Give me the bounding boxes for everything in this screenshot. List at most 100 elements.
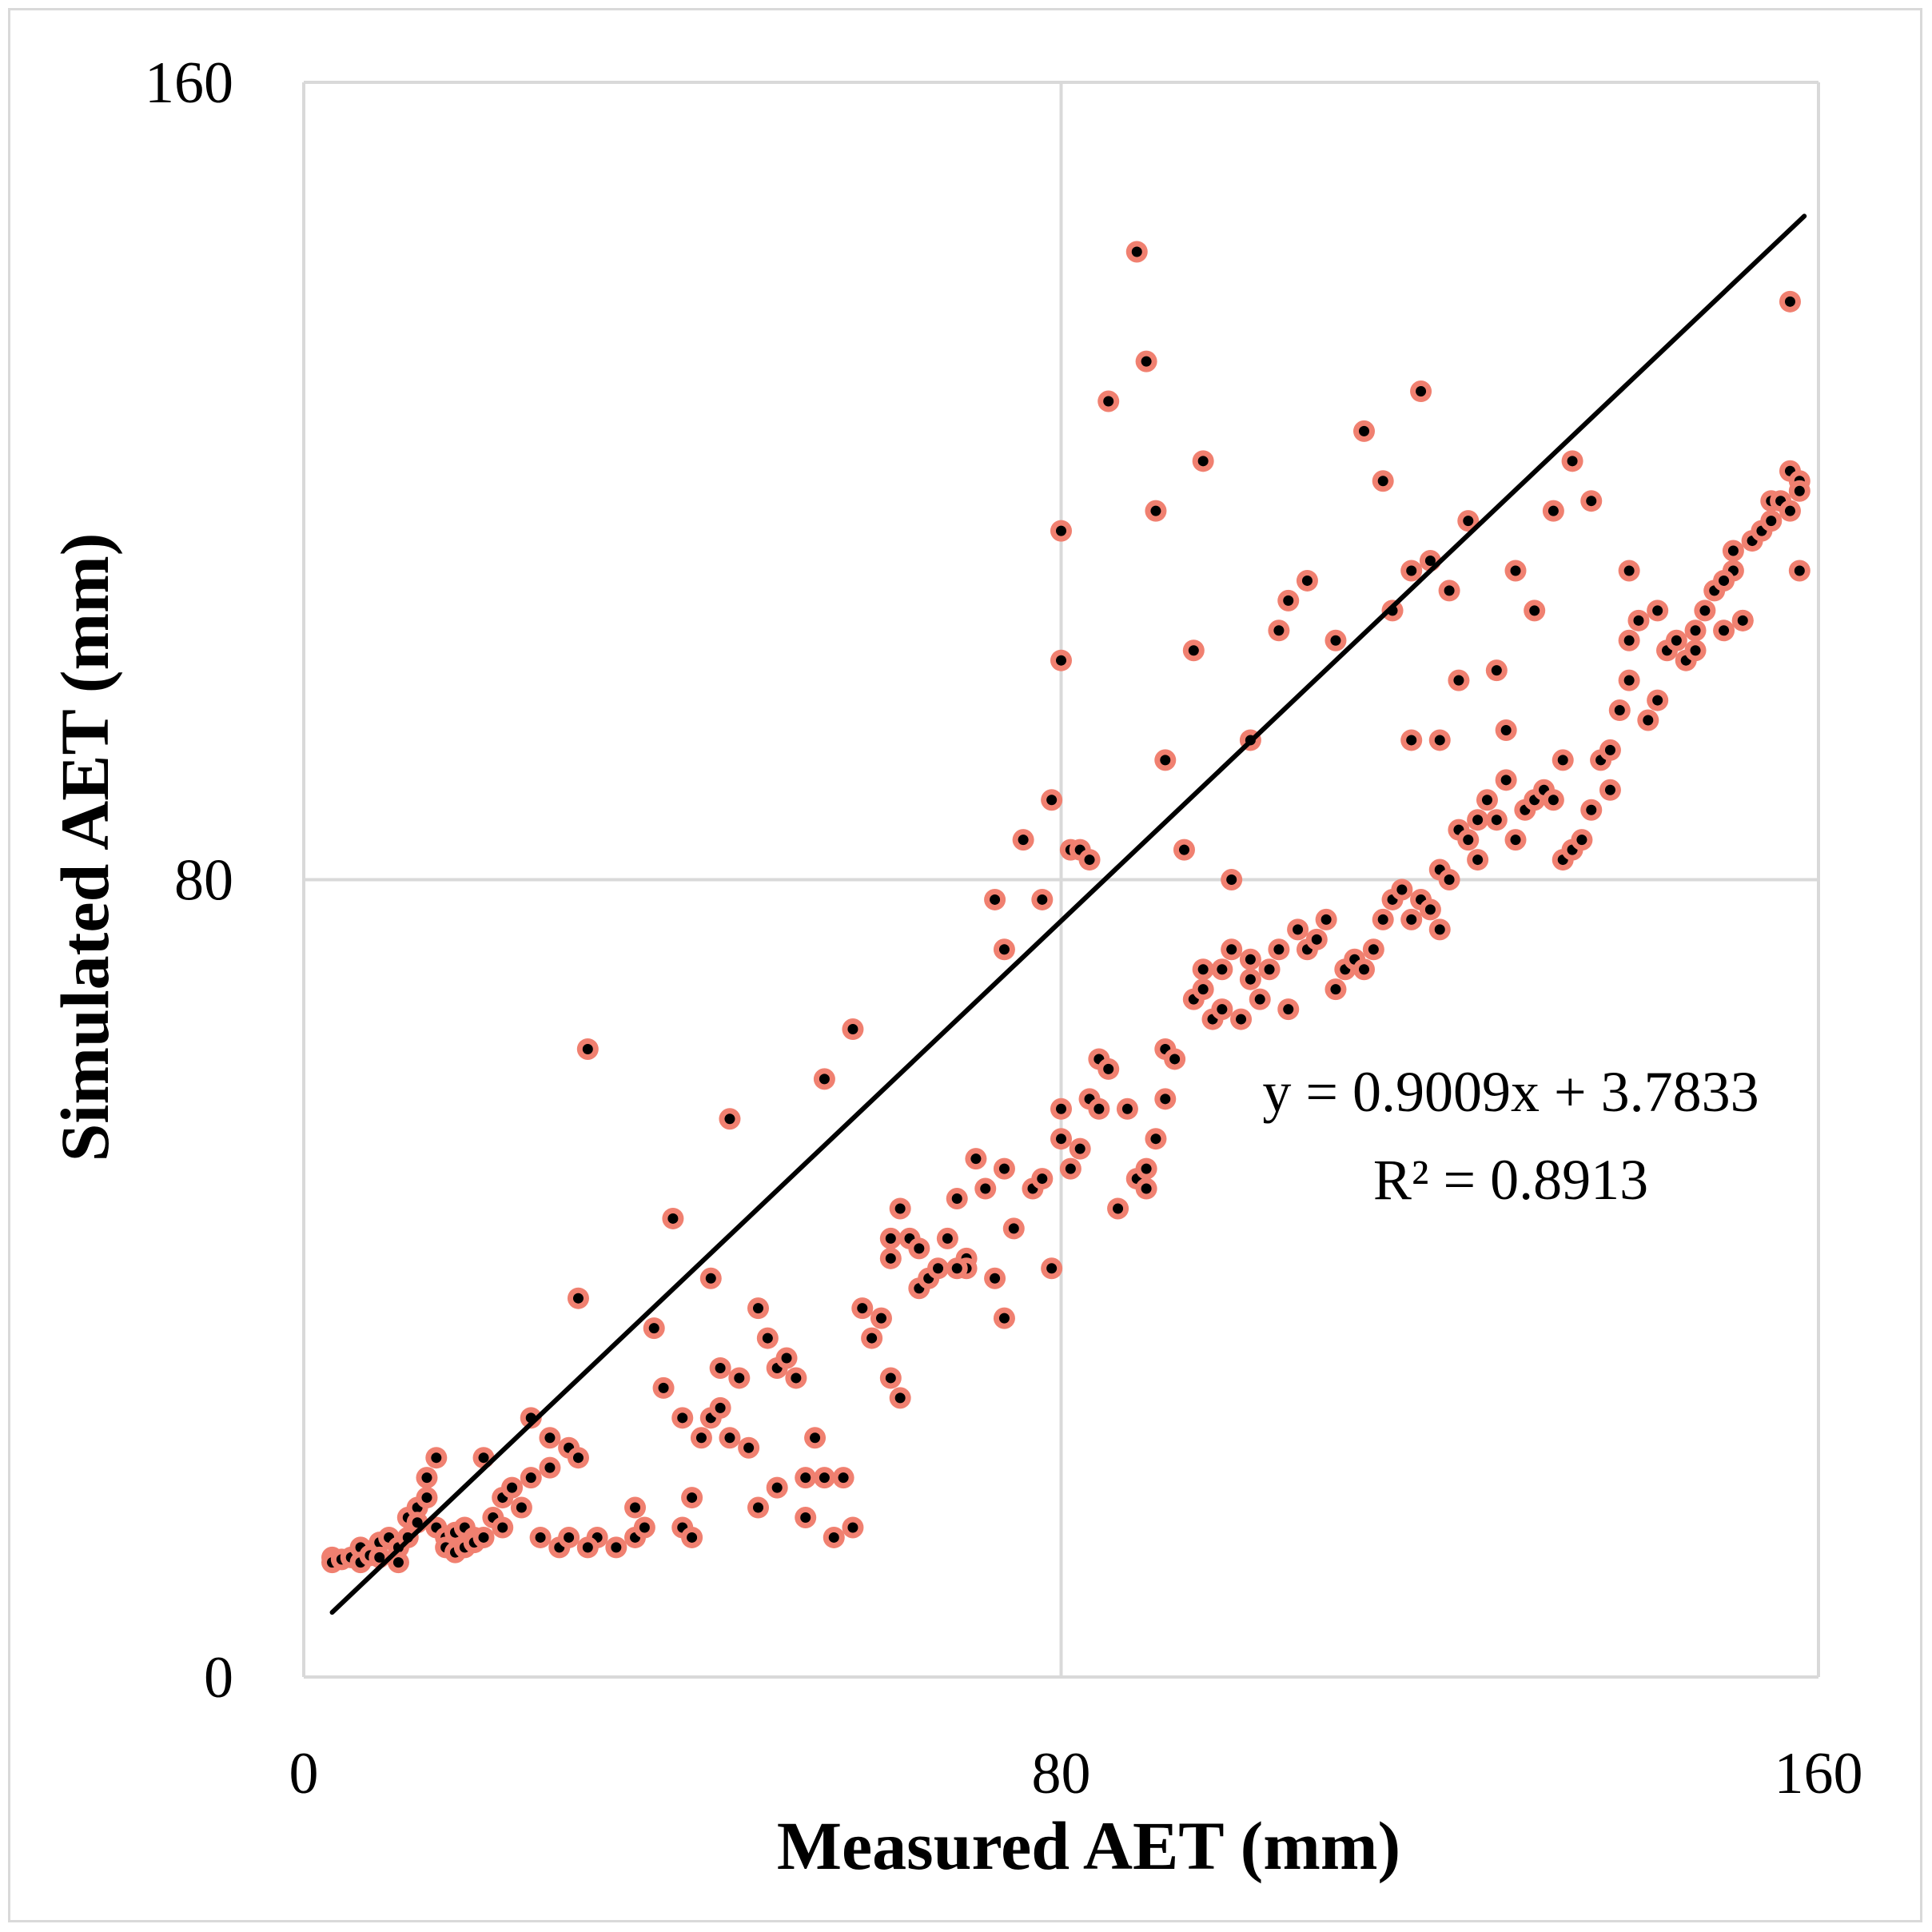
data-point <box>1438 869 1460 890</box>
data-point <box>567 1287 589 1309</box>
data-point <box>1476 789 1498 811</box>
data-point <box>576 1038 599 1060</box>
data-point <box>1353 958 1375 981</box>
data-point-core <box>771 1482 783 1493</box>
data-point-core <box>1301 575 1313 586</box>
data-point <box>993 1157 1015 1180</box>
data-point-core <box>1444 874 1455 885</box>
data-point <box>1277 998 1300 1021</box>
data-point-core <box>1623 635 1635 646</box>
data-point-core <box>734 1372 745 1384</box>
data-point <box>1731 609 1754 631</box>
data-point <box>1268 938 1290 961</box>
data-point <box>1448 669 1470 691</box>
data-point-core <box>1141 1163 1152 1174</box>
data-point <box>425 1447 448 1469</box>
trendline-equation: y = 0.9009x + 3.7833 <box>1262 1060 1759 1124</box>
data-point <box>813 1068 835 1090</box>
data-point <box>1788 560 1811 582</box>
data-point <box>927 1257 950 1280</box>
data-point-core <box>1377 476 1388 487</box>
data-point-core <box>1510 835 1521 846</box>
data-point-core <box>1188 645 1199 656</box>
data-point-core <box>1472 815 1484 826</box>
data-point-core <box>1472 854 1484 866</box>
data-point <box>795 1467 817 1489</box>
data-point-core <box>1623 565 1635 576</box>
data-point <box>719 1108 741 1130</box>
data-point <box>1135 1157 1157 1180</box>
data-point <box>1400 729 1423 751</box>
data-point <box>1684 639 1707 662</box>
data-point-core <box>392 1557 404 1568</box>
data-point <box>1230 1008 1253 1030</box>
data-point-core <box>1500 724 1512 735</box>
data-point <box>889 1387 911 1409</box>
data-point <box>1154 1088 1177 1110</box>
data-point <box>1325 978 1347 1001</box>
data-point-core <box>1121 1103 1133 1114</box>
data-point-core <box>630 1502 641 1513</box>
data-point <box>993 938 1015 961</box>
data-point <box>1145 1128 1167 1150</box>
data-point-core <box>1424 556 1436 566</box>
data-point-core <box>1690 625 1701 636</box>
data-point <box>510 1496 532 1519</box>
data-point <box>1524 600 1546 622</box>
data-point <box>1694 600 1716 622</box>
data-point <box>1542 789 1564 811</box>
data-point-core <box>1321 914 1332 925</box>
data-point-core <box>998 1313 1010 1324</box>
data-point <box>1684 619 1707 642</box>
data-point <box>908 1237 930 1260</box>
data-point-core <box>1283 595 1294 606</box>
data-point <box>984 888 1006 910</box>
data-point <box>804 1427 827 1449</box>
data-point <box>1305 928 1328 950</box>
data-point-core <box>1093 1103 1105 1114</box>
data-point-core <box>1623 675 1635 686</box>
data-point <box>1647 689 1669 711</box>
data-point-core <box>1557 755 1568 766</box>
data-point-core <box>1141 356 1152 367</box>
data-point-core <box>753 1303 763 1314</box>
data-point <box>1145 500 1167 522</box>
data-point-core <box>639 1522 650 1533</box>
data-point <box>946 1188 968 1209</box>
data-point-core <box>412 1517 423 1528</box>
data-point <box>851 1297 874 1320</box>
r-squared-label: R² = 0.8913 <box>1373 1148 1648 1212</box>
data-point <box>1504 560 1527 582</box>
data-point-core <box>990 1273 1001 1284</box>
data-point <box>1050 520 1072 542</box>
data-point <box>1135 350 1157 372</box>
data-point-core <box>564 1532 575 1543</box>
data-point-core <box>658 1382 669 1393</box>
data-point-core <box>572 1452 584 1464</box>
data-point-core <box>998 944 1010 955</box>
data-point <box>1400 560 1423 582</box>
data-point <box>1779 290 1801 313</box>
data-point-core <box>611 1542 622 1553</box>
data-point <box>1760 510 1783 532</box>
data-point <box>1154 749 1177 771</box>
data-point <box>823 1526 845 1548</box>
data-point <box>1391 878 1413 901</box>
data-point-core <box>1737 615 1748 626</box>
data-point <box>1173 839 1195 861</box>
data-point <box>558 1526 580 1548</box>
grid-lines <box>304 81 1820 1677</box>
data-point-core <box>800 1512 811 1523</box>
data-point <box>1325 629 1347 651</box>
data-point <box>1608 699 1631 722</box>
data-point <box>1438 580 1460 602</box>
data-point-core <box>1056 525 1066 536</box>
data-point <box>1097 1058 1120 1080</box>
data-point <box>1542 500 1564 522</box>
data-point <box>889 1197 911 1220</box>
data-point <box>1031 1168 1054 1190</box>
data-point-core <box>1416 386 1427 397</box>
data-point <box>1722 540 1744 562</box>
data-point-core <box>1406 914 1417 925</box>
